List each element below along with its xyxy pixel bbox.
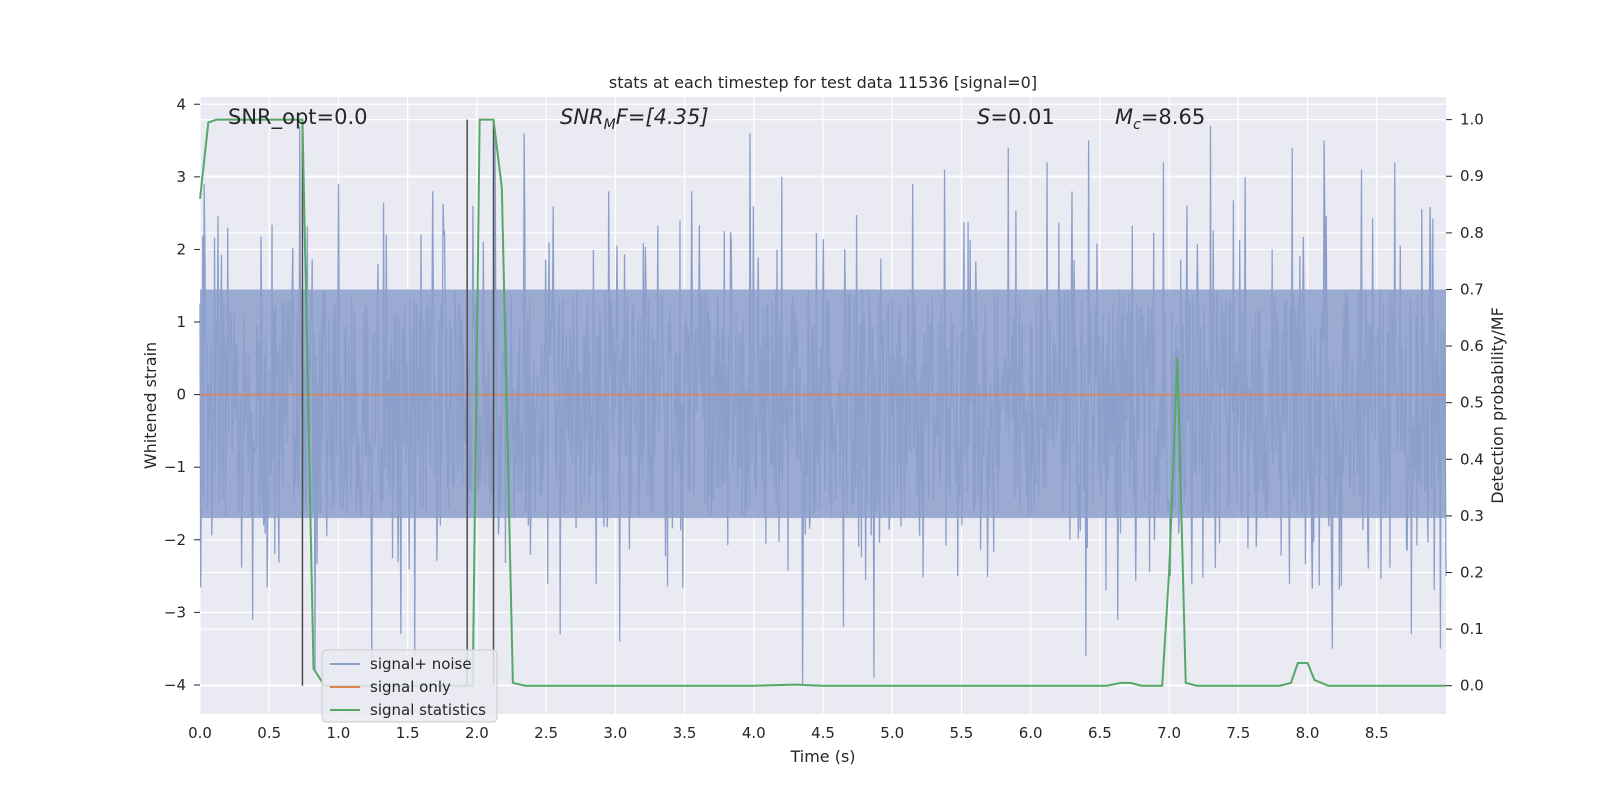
- y-tick-label-left: 3: [176, 168, 186, 186]
- x-tick-label: 6.0: [1019, 724, 1043, 742]
- x-axis-label: Time (s): [789, 747, 855, 766]
- s-label: S: [977, 105, 990, 129]
- y-axis-label-right: Detection probability/MF: [1488, 307, 1507, 504]
- y-tick-label-left: 0: [176, 386, 186, 404]
- signal-statistics-series: [199, 118, 1446, 687]
- x-tick-label: 2.5: [534, 724, 558, 742]
- y-tick-label-right: 0.8: [1460, 224, 1484, 242]
- x-tick-label: 2.0: [465, 724, 489, 742]
- chart-title: stats at each timestep for test data 115…: [609, 73, 1037, 92]
- snr-mf-subscript: M: [604, 117, 616, 133]
- x-tick-label: 4.0: [742, 724, 766, 742]
- x-tick-label: 7.5: [1226, 724, 1250, 742]
- mc-subscript: c: [1133, 117, 1141, 133]
- mc-label: M: [1115, 105, 1133, 129]
- y-tick-label-left: −4: [164, 676, 186, 694]
- y-tick-label-right: 0.5: [1460, 394, 1484, 412]
- x-tick-label: 3.0: [603, 724, 627, 742]
- y-tick-label-left: 1: [176, 313, 186, 331]
- x-tick-label: 3.5: [673, 724, 697, 742]
- tick-labels: 0.0 0.5 1.0 1.5 2.0 2.5 3.0 3.5 4.0 4.5 5.0 5.5 6.0 6…: [164, 95, 1484, 742]
- y-tick-label-right: 1.0: [1460, 111, 1484, 129]
- x-tick-label: 5.0: [880, 724, 904, 742]
- signal-noise-series: [199, 126, 1447, 685]
- y-tick-label-right: 0.6: [1460, 337, 1484, 355]
- x-tick-label: 7.0: [1157, 724, 1181, 742]
- y-tick-label-left: −2: [164, 531, 186, 549]
- legend-box: [321, 649, 498, 723]
- y-tick-label-right: 0.3: [1460, 507, 1484, 525]
- x-tick-label: 8.0: [1296, 724, 1320, 742]
- y-tick-label-right: 0.1: [1460, 620, 1484, 638]
- x-tick-label: 6.5: [1088, 724, 1112, 742]
- x-tick-label: 8.5: [1365, 724, 1389, 742]
- mc-value: =8.65: [1141, 105, 1205, 129]
- snr-mf-prefix: SNR: [560, 105, 604, 129]
- y-tick-label-left: −1: [164, 458, 186, 476]
- y-tick-label-right: 0.0: [1460, 677, 1484, 695]
- y-tick-label-right: 0.2: [1460, 563, 1484, 581]
- annotation-snr-opt: SNR_opt=0.0: [228, 105, 368, 130]
- x-tick-label: 1.5: [396, 724, 420, 742]
- annotation-s: S=0.01: [977, 105, 1055, 129]
- y-tick-label-right: 0.7: [1460, 280, 1484, 298]
- x-tick-label: 0.5: [257, 724, 281, 742]
- y-tick-label-left: 2: [176, 240, 186, 258]
- legend-label-signal-noise: signal+ noise: [370, 655, 472, 673]
- y-tick-label-left: 4: [176, 95, 186, 113]
- y-tick-label-right: 0.4: [1460, 450, 1484, 468]
- annotation-mc: Mc=8.65: [1115, 105, 1205, 133]
- signal-statistics-line: [199, 118, 1446, 687]
- x-tick-label: 5.5: [950, 724, 974, 742]
- y-tick-label-right: 0.9: [1460, 167, 1484, 185]
- x-tick-label: 4.5: [811, 724, 835, 742]
- x-tick-label: 0.0: [188, 724, 212, 742]
- y-axis-label-left: Whitened strain: [141, 342, 160, 469]
- s-value: =0.01: [990, 105, 1054, 129]
- legend-label-signal-statistics: signal statistics: [370, 701, 486, 719]
- x-tick-label: 1.0: [327, 724, 351, 742]
- legend-label-signal-only: signal only: [370, 678, 451, 696]
- snr-mf-suffix: F=[4.35]: [616, 105, 709, 129]
- annotation-snr-mf: SNRMF=[4.35]: [560, 105, 709, 133]
- vertical-markers: [301, 119, 495, 686]
- y-tick-label-left: −3: [164, 603, 186, 621]
- legend: signal+ noise signal only signal statist…: [321, 649, 498, 723]
- signal-noise-line: [199, 126, 1447, 685]
